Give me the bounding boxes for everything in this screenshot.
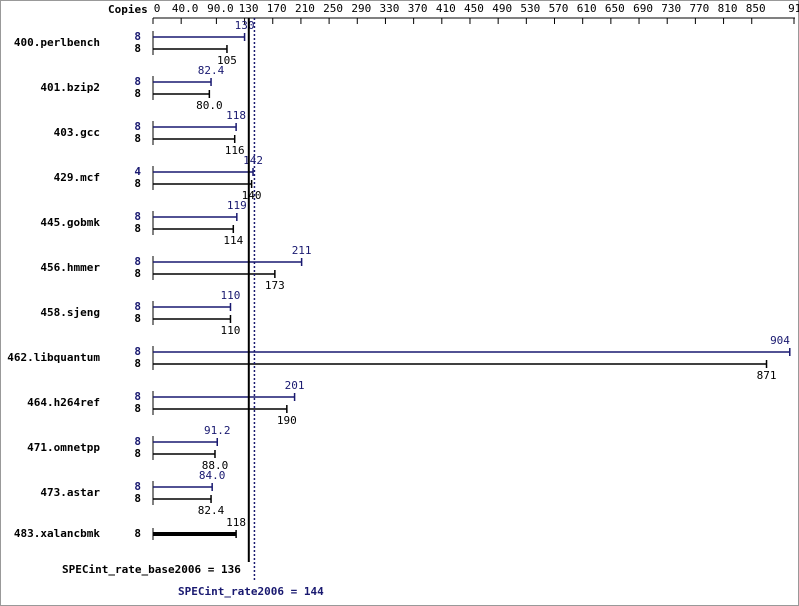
category-label: 473.astar [40,486,100,499]
value-label: 211 [292,244,312,257]
value-label: 84.0 [199,469,226,482]
value-label: 114 [223,234,243,247]
x-tick-label: 290 [351,2,371,15]
x-tick-label: 810 [718,2,738,15]
x-tick-label: 850 [746,2,766,15]
category-label: 456.hmmer [40,261,100,274]
value-label: 80.0 [196,99,223,112]
x-tick-label: 40.0 [172,2,199,15]
value-label: 201 [285,379,305,392]
x-tick-label: 130 [239,2,259,15]
summary-name: SPECint_rate_base2006 = [62,563,215,576]
value-label: 82.4 [198,504,225,517]
summary-label: SPECint_rate2006 = 144 [178,585,324,598]
copies-label: 8 [134,222,141,235]
x-tick-label: 250 [323,2,343,15]
category-label: 462.libquantum [7,351,100,364]
summary-label: SPECint_rate_base2006 = 136 [62,563,241,576]
category-label: 458.sjeng [40,306,100,319]
summary-value: 136 [221,563,241,576]
value-label: 91.2 [204,424,231,437]
copies-label: 8 [134,447,141,460]
category-label: 401.bzip2 [40,81,100,94]
copies-label: 8 [134,345,141,358]
value-label: 118 [226,516,246,529]
copies-label: 8 [134,87,141,100]
copies-label: 8 [134,402,141,415]
value-label: 142 [243,154,263,167]
category-label: 400.perlbench [14,36,100,49]
copies-label: 8 [134,210,141,223]
value-label: 140 [242,189,262,202]
x-tick-label: 730 [661,2,681,15]
x-tick-label: 410 [436,2,456,15]
value-label: 110 [221,324,241,337]
x-tick-label: 570 [549,2,569,15]
x-tick-label: 330 [380,2,400,15]
copies-label: 8 [134,390,141,403]
value-label: 105 [217,54,237,67]
copies-label: 8 [134,357,141,370]
copies-label: 8 [134,492,141,505]
value-label: 82.4 [198,64,225,77]
x-tick-label: 910 [788,2,799,15]
x-tick-label: 210 [295,2,315,15]
value-label: 173 [265,279,285,292]
copies-label: 8 [134,42,141,55]
value-label: 190 [277,414,297,427]
value-label: 118 [226,109,246,122]
copies-label: 8 [134,312,141,325]
summary-name: SPECint_rate2006 = [178,585,298,598]
copies-label: 8 [134,435,141,448]
x-tick-label: 690 [633,2,653,15]
x-tick-label: 530 [520,2,540,15]
copies-label: 8 [134,75,141,88]
value-label: 904 [770,334,790,347]
category-label: 483.xalancbmk [14,527,100,540]
value-label: 130 [235,19,255,32]
x-tick-label: 90.0 [207,2,234,15]
copies-label: 8 [134,527,141,540]
value-label: 119 [227,199,247,212]
copies-label: 8 [134,267,141,280]
category-label: 403.gcc [54,126,100,139]
copies-label: 8 [134,255,141,268]
x-tick-label: 170 [267,2,287,15]
value-label: 871 [757,369,777,382]
axis-title: Copies [108,3,148,16]
x-tick-label: 0 [154,2,161,15]
category-label: 445.gobmk [40,216,100,229]
x-tick-label: 490 [492,2,512,15]
summary-value: 144 [304,585,324,598]
value-label: 116 [225,144,245,157]
copies-label: 8 [134,120,141,133]
copies-label: 4 [134,165,141,178]
x-tick-label: 770 [689,2,709,15]
copies-label: 8 [134,30,141,43]
copies-label: 8 [134,132,141,145]
copies-label: 8 [134,177,141,190]
x-tick-label: 450 [464,2,484,15]
value-label: 88.0 [202,459,229,472]
x-tick-label: 650 [605,2,625,15]
x-tick-label: 370 [408,2,428,15]
category-label: 471.omnetpp [27,441,100,454]
x-tick-label: 610 [577,2,597,15]
value-label: 110 [221,289,241,302]
category-label: 464.h264ref [27,396,100,409]
category-label: 429.mcf [54,171,100,184]
copies-label: 8 [134,300,141,313]
copies-label: 8 [134,480,141,493]
